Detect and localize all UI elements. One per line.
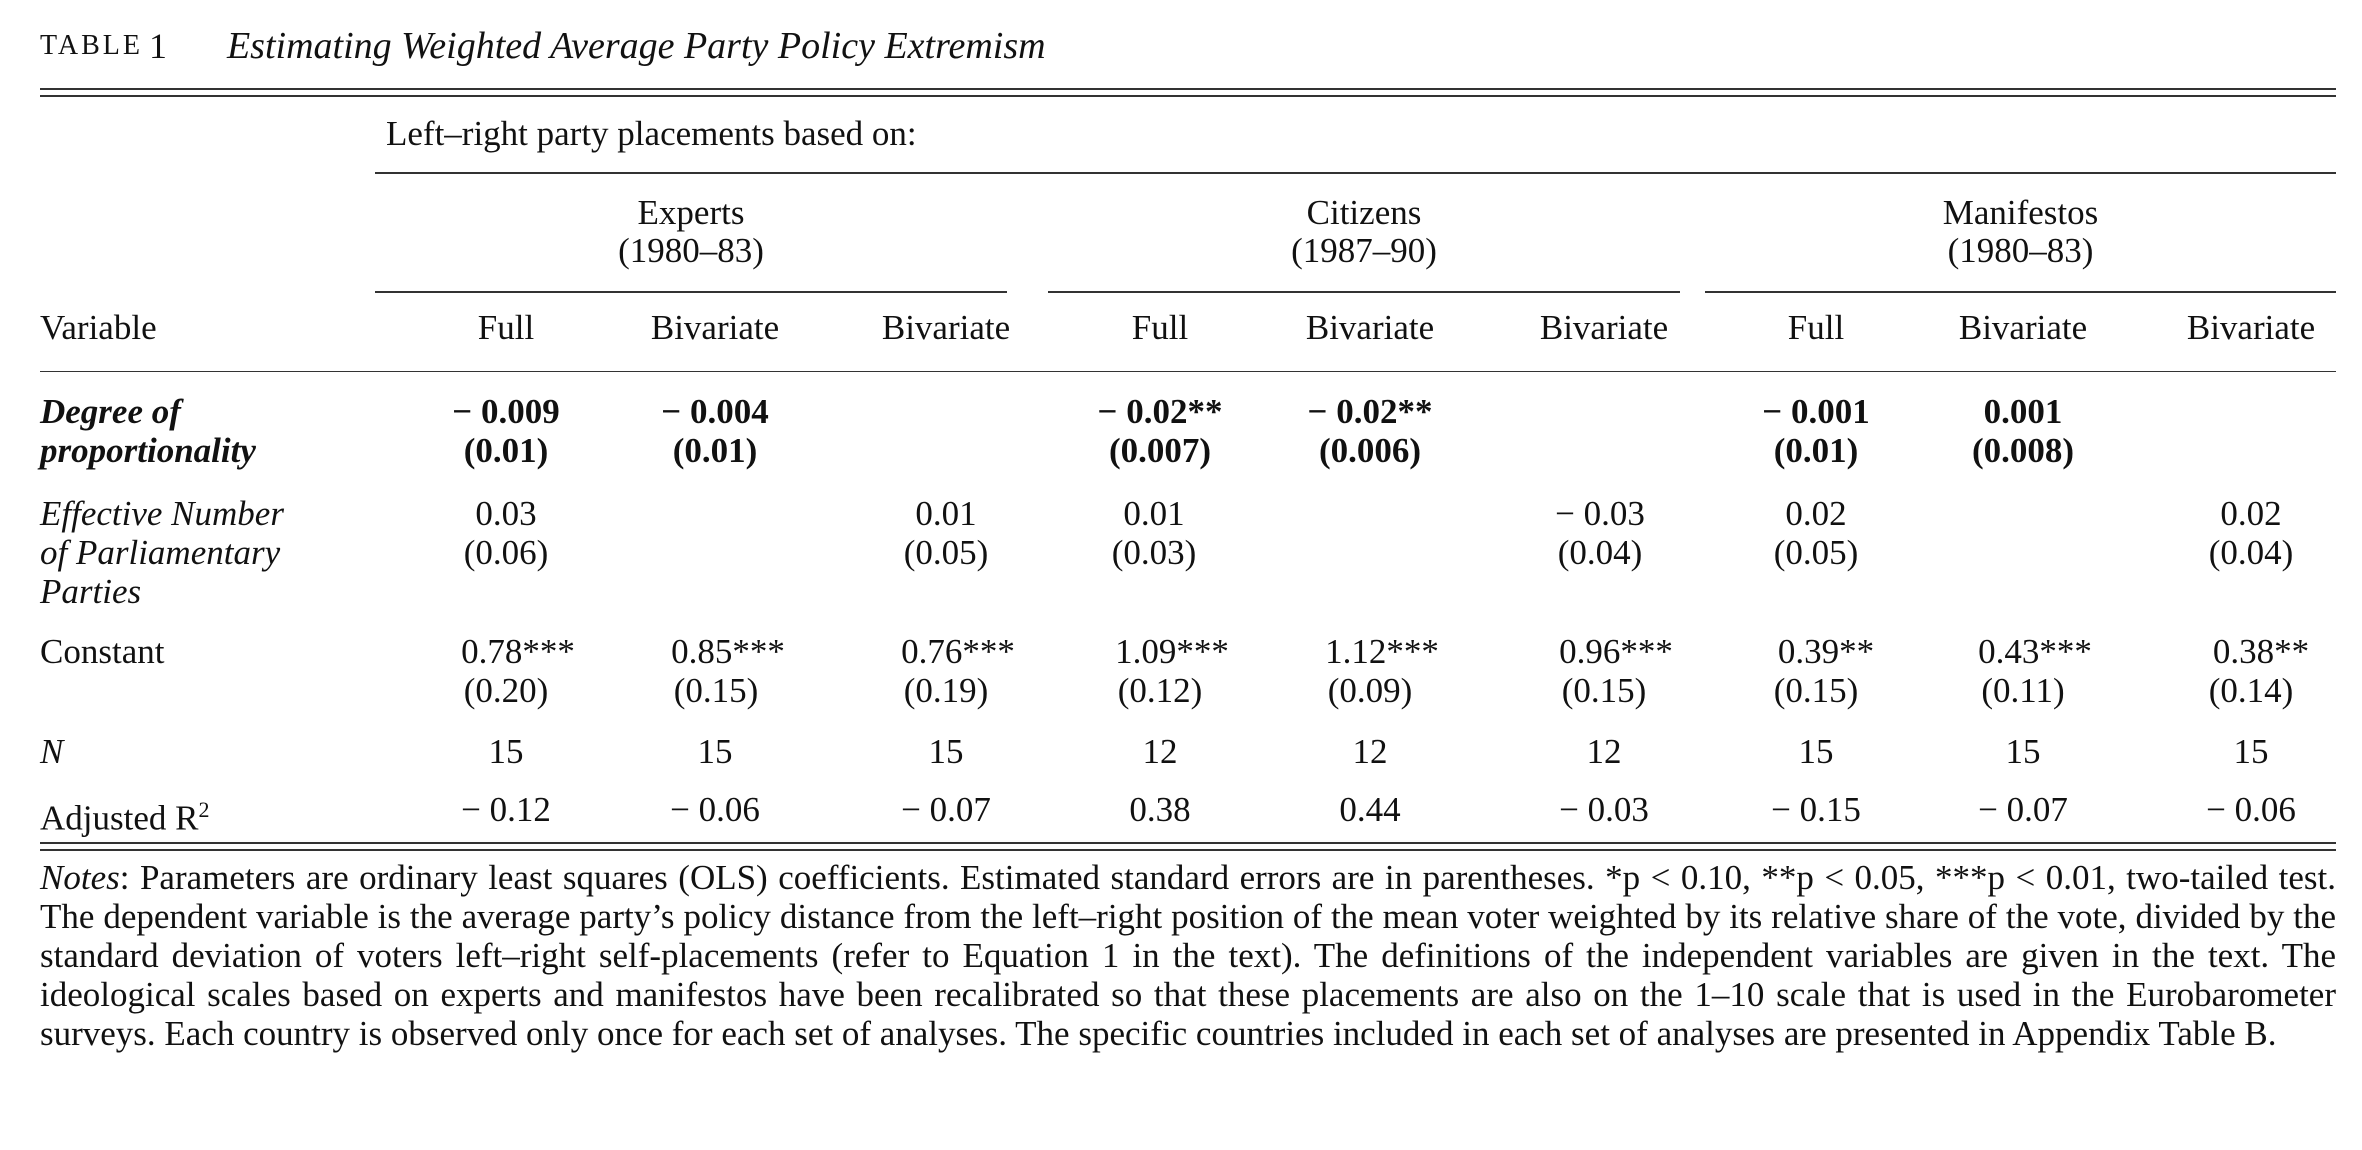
table-cell: 0.38** (0.14) bbox=[2208, 632, 2310, 710]
table-cell: 12 bbox=[1352, 732, 1388, 771]
column-header: Bivariate bbox=[650, 308, 780, 347]
table-cell: 0.38 bbox=[1129, 790, 1191, 829]
table-number: 1 bbox=[148, 26, 167, 66]
group-experts: Experts (1980–83) bbox=[375, 194, 1007, 270]
column-header: Full bbox=[1787, 308, 1845, 347]
top-rule-double bbox=[40, 95, 2336, 97]
table-cell: − 0.03 bbox=[1559, 790, 1649, 829]
table-cell: 15 bbox=[928, 732, 964, 771]
column-header: Bivariate bbox=[1539, 308, 1669, 347]
row-label-adjusted-r2: Adjusted R2 bbox=[40, 797, 210, 838]
table-cell: 15 bbox=[488, 732, 524, 771]
column-header: Bivariate bbox=[2186, 308, 2316, 347]
table-cell: 15 bbox=[697, 732, 733, 771]
column-header: Full bbox=[477, 308, 535, 347]
table-notes: Notes: Parameters are ordinary least squ… bbox=[40, 858, 2336, 1053]
table-caption: TABLE 1 Estimating Weighted Average Party … bbox=[40, 24, 1046, 84]
table-cell: − 0.009 (0.01) bbox=[452, 392, 560, 470]
group-years: (1987–90) bbox=[1291, 231, 1437, 270]
table-cell: 0.01 (0.03) bbox=[1111, 494, 1197, 572]
table-label: TABLE bbox=[40, 30, 143, 61]
table-cell: − 0.06 bbox=[670, 790, 760, 829]
table-cell: 15 bbox=[1798, 732, 1834, 771]
table-cell: 15 bbox=[2233, 732, 2269, 771]
table-cell: 1.12*** (0.09) bbox=[1325, 632, 1439, 710]
row-label-proportionality: Degree of proportionality bbox=[40, 392, 256, 470]
table-cell: − 0.07 bbox=[1978, 790, 2068, 829]
top-rule bbox=[40, 88, 2336, 90]
table-cell: − 0.07 bbox=[901, 790, 991, 829]
table-cell: − 0.06 bbox=[2206, 790, 2296, 829]
table-cell: 0.02 (0.05) bbox=[1773, 494, 1859, 572]
group-name: Experts bbox=[637, 193, 745, 232]
table-cell: 0.76*** (0.19) bbox=[901, 632, 1015, 710]
spanner-heading: Left–right party placements based on: bbox=[386, 114, 917, 153]
table-cell: − 0.02** (0.006) bbox=[1307, 392, 1433, 470]
table-cell: 0.39** (0.15) bbox=[1773, 632, 1875, 710]
group-manifestos: Manifestos (1980–83) bbox=[1705, 194, 2336, 270]
table-cell: − 0.004 (0.01) bbox=[661, 392, 769, 470]
table-cell: 0.85*** (0.15) bbox=[671, 632, 785, 710]
table-cell: 12 bbox=[1142, 732, 1178, 771]
table-title: Estimating Weighted Average Party Policy… bbox=[226, 25, 1046, 67]
table-cell: 0.44 bbox=[1339, 790, 1401, 829]
table-cell: − 0.03 (0.04) bbox=[1555, 494, 1645, 572]
table-cell: − 0.12 bbox=[461, 790, 551, 829]
table-cell: 1.09*** (0.12) bbox=[1115, 632, 1229, 710]
table-cell: 0.43*** (0.11) bbox=[1978, 632, 2092, 710]
spanner-rule bbox=[375, 172, 2336, 174]
table-cell: − 0.001 (0.01) bbox=[1762, 392, 1870, 470]
row-label-n: N bbox=[40, 732, 64, 771]
group-years: (1980–83) bbox=[1947, 231, 2094, 270]
table-cell: 0.03 (0.06) bbox=[463, 494, 549, 572]
column-header-variable: Variable bbox=[40, 308, 157, 347]
column-header: Bivariate bbox=[881, 308, 1011, 347]
group-rule-citizens bbox=[1048, 291, 1680, 293]
row-label-constant: Constant bbox=[40, 632, 165, 671]
column-header: Full bbox=[1131, 308, 1189, 347]
table-cell: 12 bbox=[1586, 732, 1622, 771]
table-cell: 0.02 (0.04) bbox=[2208, 494, 2294, 572]
table-cell: − 0.02** (0.007) bbox=[1097, 392, 1223, 470]
table-cell: − 0.15 bbox=[1771, 790, 1861, 829]
group-years: (1980–83) bbox=[618, 231, 764, 270]
group-name: Manifestos bbox=[1942, 193, 2099, 232]
table-cell: 0.96*** (0.15) bbox=[1559, 632, 1673, 710]
notes-label: Notes bbox=[40, 858, 120, 897]
column-header: Bivariate bbox=[1958, 308, 2088, 347]
bottom-rule bbox=[40, 842, 2336, 844]
row-label-enpp: Effective Number of Parliamentary Partie… bbox=[40, 494, 284, 611]
table-cell: 0.01 (0.05) bbox=[903, 494, 989, 572]
table-cell: 0.001 (0.008) bbox=[1971, 392, 2075, 470]
table-cell: 0.78*** (0.20) bbox=[461, 632, 575, 710]
notes-text: : Parameters are ordinary least squares … bbox=[40, 858, 2336, 1053]
group-rule-manifestos bbox=[1705, 291, 2336, 293]
column-header: Bivariate bbox=[1305, 308, 1435, 347]
table-cell: 15 bbox=[2005, 732, 2041, 771]
group-name: Citizens bbox=[1306, 193, 1422, 232]
header-rule bbox=[40, 371, 2336, 372]
group-rule-experts bbox=[375, 291, 1007, 293]
group-citizens: Citizens (1987–90) bbox=[1048, 194, 1680, 270]
bottom-rule-double bbox=[40, 849, 2336, 851]
